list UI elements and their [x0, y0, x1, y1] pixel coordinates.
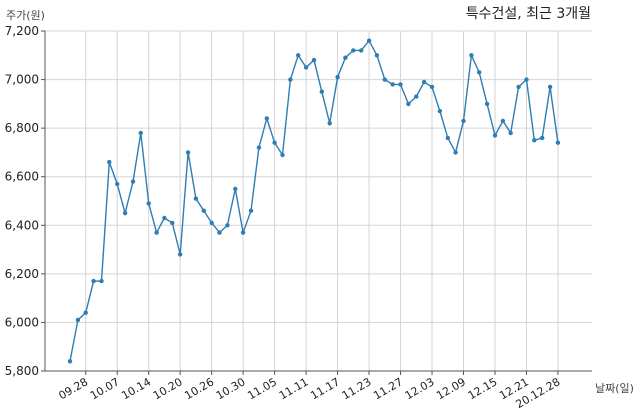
- data-point: [414, 94, 419, 99]
- data-point: [138, 130, 143, 136]
- data-point: [366, 38, 372, 43]
- data-point: [240, 230, 246, 235]
- data-point: [500, 118, 506, 124]
- y-tick-label: 6,400: [5, 218, 39, 232]
- x-tick-labels: 09.2810.0710.1410.2010.2610.3011.0511.11…: [56, 375, 562, 411]
- data-point: [540, 135, 545, 141]
- x-tick-label: 12.15: [466, 375, 500, 402]
- data-point: [382, 77, 387, 82]
- data-point: [264, 116, 269, 121]
- data-point: [374, 53, 380, 58]
- data-point: [327, 121, 332, 126]
- x-tick-label: 10.20: [151, 375, 185, 402]
- data-point: [532, 138, 537, 143]
- y-tick-label: 6,000: [5, 315, 39, 329]
- data-point: [91, 278, 96, 284]
- x-tick-label: 10.26: [182, 375, 216, 402]
- x-tick-label: 12.09: [434, 375, 468, 402]
- data-point: [484, 101, 490, 107]
- data-point: [225, 223, 230, 228]
- data-point: [185, 150, 191, 155]
- data-point: [390, 82, 395, 87]
- x-tick-label: 11.27: [371, 375, 405, 402]
- data-point: [469, 53, 474, 58]
- x-tick-label: 11.11: [277, 375, 311, 402]
- y-tick-label: 5,800: [5, 364, 39, 378]
- data-point: [99, 278, 104, 284]
- data-point: [516, 84, 521, 90]
- x-tick-label: 10.30: [214, 375, 248, 402]
- grid-lines: [45, 30, 592, 372]
- x-tick-label: 11.17: [308, 375, 342, 402]
- x-tick-label: 10.14: [119, 375, 153, 402]
- data-point: [288, 77, 293, 82]
- data-point: [335, 74, 340, 80]
- price-line: [69, 39, 559, 362]
- data-point: [170, 220, 175, 226]
- y-tick-label: 6,600: [5, 170, 39, 184]
- data-point: [437, 108, 443, 114]
- data-point: [83, 310, 88, 315]
- data-point: [67, 359, 73, 364]
- data-point: [343, 55, 348, 60]
- data-point: [508, 130, 513, 136]
- data-point: [280, 152, 285, 158]
- data-point: [311, 57, 317, 63]
- data-point: [122, 210, 128, 216]
- data-point: [256, 145, 262, 150]
- chart-title: 특수건설, 최근 3개월: [466, 6, 591, 22]
- price-series: [67, 38, 561, 364]
- data-point: [201, 208, 206, 213]
- data-point: [524, 77, 529, 82]
- data-point: [217, 230, 222, 235]
- data-point: [130, 179, 136, 184]
- x-axis-label: 날짜(일): [595, 381, 634, 395]
- y-tick-label: 7,200: [5, 24, 39, 38]
- data-point: [115, 181, 120, 187]
- y-tick-label: 7,000: [5, 73, 39, 87]
- data-point: [107, 159, 112, 165]
- data-point: [398, 82, 403, 87]
- y-tick-labels: 5,800 6,000 6,200 6,400 6,600 6,800 7,000 7,200: [5, 24, 39, 378]
- y-tick-label: 6,200: [5, 267, 39, 281]
- x-tick-label: 12.03: [403, 375, 437, 402]
- data-point: [193, 196, 199, 201]
- x-tick-label: 10.07: [88, 375, 122, 402]
- data-point: [233, 186, 238, 192]
- data-point: [146, 201, 151, 206]
- data-point: [547, 84, 553, 90]
- data-point: [178, 252, 183, 257]
- data-point: [75, 317, 81, 323]
- axes: [41, 30, 592, 375]
- data-point: [445, 135, 450, 141]
- data-point: [477, 70, 482, 75]
- data-point: [272, 140, 277, 145]
- data-point: [154, 230, 159, 235]
- data-point: [492, 133, 498, 138]
- data-point: [453, 150, 458, 155]
- data-point: [296, 53, 301, 58]
- data-point: [406, 101, 411, 107]
- data-point: [248, 208, 254, 213]
- x-tick-label: 09.28: [56, 375, 90, 402]
- data-point: [303, 65, 309, 70]
- data-point: [162, 215, 167, 221]
- data-point: [319, 89, 324, 94]
- x-tick-label: 11.23: [340, 375, 374, 402]
- data-point: [359, 48, 364, 53]
- y-tick-label: 6,800: [5, 121, 39, 135]
- x-tick-label: 11.05: [245, 375, 279, 402]
- data-point: [209, 220, 214, 226]
- y-axis-label: 주가(원): [6, 9, 45, 22]
- data-point: [429, 84, 435, 90]
- data-point: [351, 48, 356, 53]
- data-point: [461, 118, 466, 124]
- data-point: [555, 140, 561, 145]
- data-point: [421, 79, 427, 85]
